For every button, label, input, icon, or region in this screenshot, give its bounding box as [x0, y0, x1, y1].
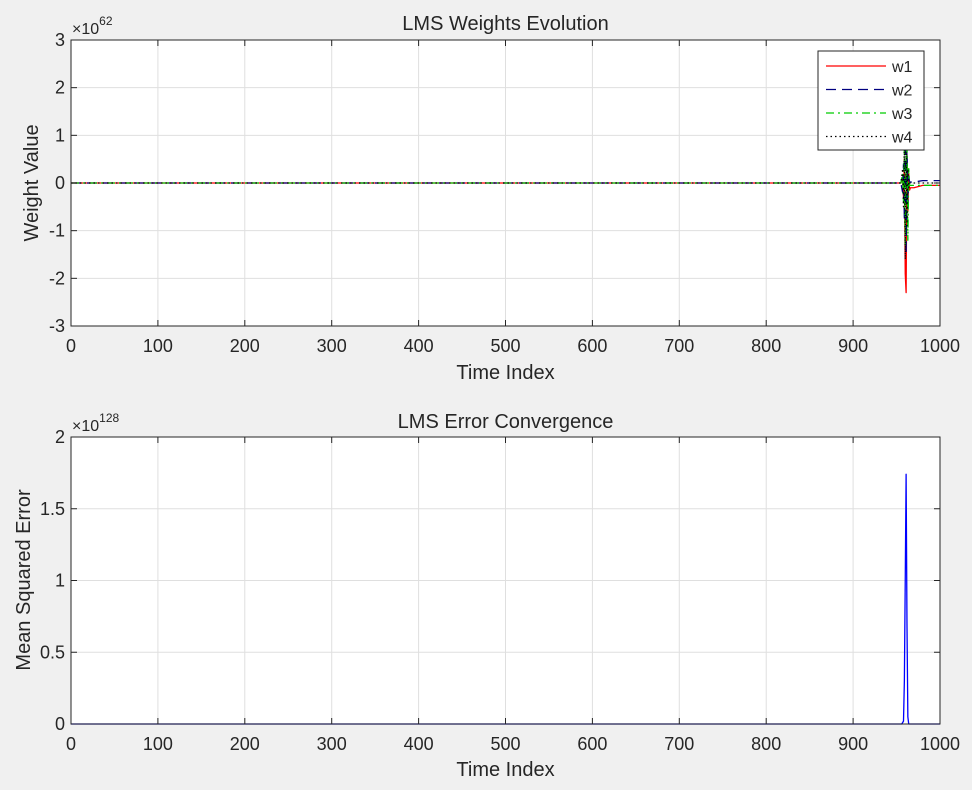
weights-ticks: 0 100 200 300 400 500 600 700 800 900 1000 -3 -2 -1 0 1… [49, 30, 960, 356]
series-line-w2 [71, 125, 940, 256]
legend-label-w4: w4 [891, 130, 913, 147]
y-tick-label: 2 [55, 427, 65, 447]
error-axes: 0 100 200 300 400 500 600 700 800 900 1000 0 0.5 1 1.5… [13, 411, 960, 781]
y-tick-label: -1 [49, 221, 65, 241]
x-tick-label: 500 [490, 336, 520, 356]
y-tick-label: 0 [55, 714, 65, 734]
error-ticks: 0 100 200 300 400 500 600 700 800 900 1000 0 0.5 1 1.5… [40, 427, 960, 754]
x-tick-label: 0 [66, 336, 76, 356]
series-line-w3 [71, 144, 940, 246]
error-ylabel: Mean Squared Error [13, 489, 35, 671]
legend-label-w2: w2 [891, 83, 913, 100]
x-tick-label: 1000 [920, 734, 960, 754]
error-xlabel: Time Index [456, 759, 554, 781]
weights-xlabel: Time Index [456, 362, 554, 384]
legend-label-w3: w3 [891, 106, 913, 123]
series-line-series-1 [71, 473, 940, 725]
y-tick-label: 0.5 [40, 642, 65, 662]
x-tick-label: 0 [66, 734, 76, 754]
weights-title: LMS Weights Evolution [402, 13, 608, 35]
y-tick-label: -2 [49, 268, 65, 288]
legend-entries: w1 w2 w3 w4 [826, 59, 913, 147]
x-tick-label: 400 [404, 336, 434, 356]
x-tick-label: 900 [838, 734, 868, 754]
x-tick-label: 400 [404, 734, 434, 754]
x-tick-label: 300 [317, 336, 347, 356]
x-tick-label: 500 [490, 734, 520, 754]
x-tick-label: 1000 [920, 336, 960, 356]
weights-axes: 0 100 200 300 400 500 600 700 800 900 1000 -3 -2 -1 0 1… [21, 13, 960, 384]
y-tick-label: 1 [55, 125, 65, 145]
y-tick-label: 0 [55, 173, 65, 193]
x-tick-label: 700 [664, 336, 694, 356]
weights-legend: w1 w2 w3 w4 [817, 50, 925, 151]
x-tick-label: 600 [577, 734, 607, 754]
x-tick-label: 100 [143, 336, 173, 356]
x-tick-label: 600 [577, 336, 607, 356]
x-tick-label: 200 [230, 336, 260, 356]
y-tick-label: 2 [55, 78, 65, 98]
error-grid [71, 437, 940, 724]
x-tick-label: 800 [751, 734, 781, 754]
error-title: LMS Error Convergence [398, 411, 614, 433]
y-tick-label: 1 [55, 571, 65, 591]
x-tick-label: 200 [230, 734, 260, 754]
y-tick-label: 1.5 [40, 499, 65, 519]
error-series-lines [71, 473, 940, 725]
x-tick-label: 900 [838, 336, 868, 356]
x-tick-label: 100 [143, 734, 173, 754]
error-exponent-label: ×10128 [72, 411, 119, 435]
y-tick-label: -3 [49, 316, 65, 336]
weights-series-lines [71, 125, 940, 294]
legend-label-w1: w1 [891, 59, 913, 76]
legend-box [817, 50, 925, 151]
y-tick-label: 3 [55, 30, 65, 50]
x-tick-label: 800 [751, 336, 781, 356]
series-line-w4 [71, 134, 940, 260]
x-tick-label: 300 [317, 734, 347, 754]
x-tick-label: 700 [664, 734, 694, 754]
weights-exponent-label: ×1062 [72, 14, 113, 38]
weights-ylabel: Weight Value [21, 124, 43, 241]
